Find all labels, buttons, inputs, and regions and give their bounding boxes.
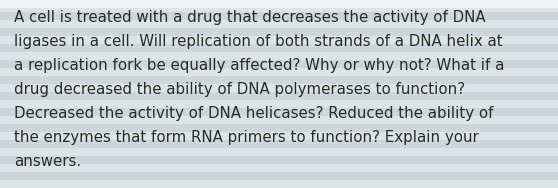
Bar bbox=[0, 172, 558, 180]
Bar bbox=[0, 156, 558, 164]
Text: the enzymes that form RNA primers to function? Explain your: the enzymes that form RNA primers to fun… bbox=[14, 130, 479, 145]
Bar bbox=[0, 12, 558, 20]
Bar bbox=[0, 36, 558, 44]
Bar bbox=[0, 60, 558, 68]
Bar bbox=[0, 28, 558, 36]
Bar bbox=[0, 140, 558, 148]
Bar bbox=[0, 0, 558, 8]
Bar bbox=[0, 132, 558, 140]
Bar bbox=[0, 108, 558, 116]
Bar bbox=[0, 100, 558, 108]
Text: Decreased the activity of DNA helicases? Reduced the ability of: Decreased the activity of DNA helicases?… bbox=[14, 106, 493, 121]
Bar bbox=[0, 148, 558, 156]
Bar bbox=[0, 116, 558, 124]
Bar bbox=[0, 92, 558, 100]
Text: drug decreased the ability of DNA polymerases to function?: drug decreased the ability of DNA polyme… bbox=[14, 82, 465, 97]
Bar bbox=[0, 0, 558, 4]
Bar bbox=[0, 84, 558, 92]
Text: a replication fork be equally affected? Why or why not? What if a: a replication fork be equally affected? … bbox=[14, 58, 504, 73]
Bar bbox=[0, 180, 558, 188]
Bar bbox=[0, 76, 558, 84]
Text: ligases in a cell. Will replication of both strands of a DNA helix at: ligases in a cell. Will replication of b… bbox=[14, 34, 503, 49]
Bar bbox=[0, 124, 558, 132]
Bar bbox=[0, 20, 558, 28]
Text: A cell is treated with a drug that decreases the activity of DNA: A cell is treated with a drug that decre… bbox=[14, 10, 485, 25]
Bar bbox=[0, 164, 558, 172]
Bar bbox=[0, 52, 558, 60]
Bar bbox=[0, 44, 558, 52]
Bar bbox=[0, 68, 558, 76]
Text: answers.: answers. bbox=[14, 154, 81, 169]
Bar bbox=[0, 4, 558, 12]
